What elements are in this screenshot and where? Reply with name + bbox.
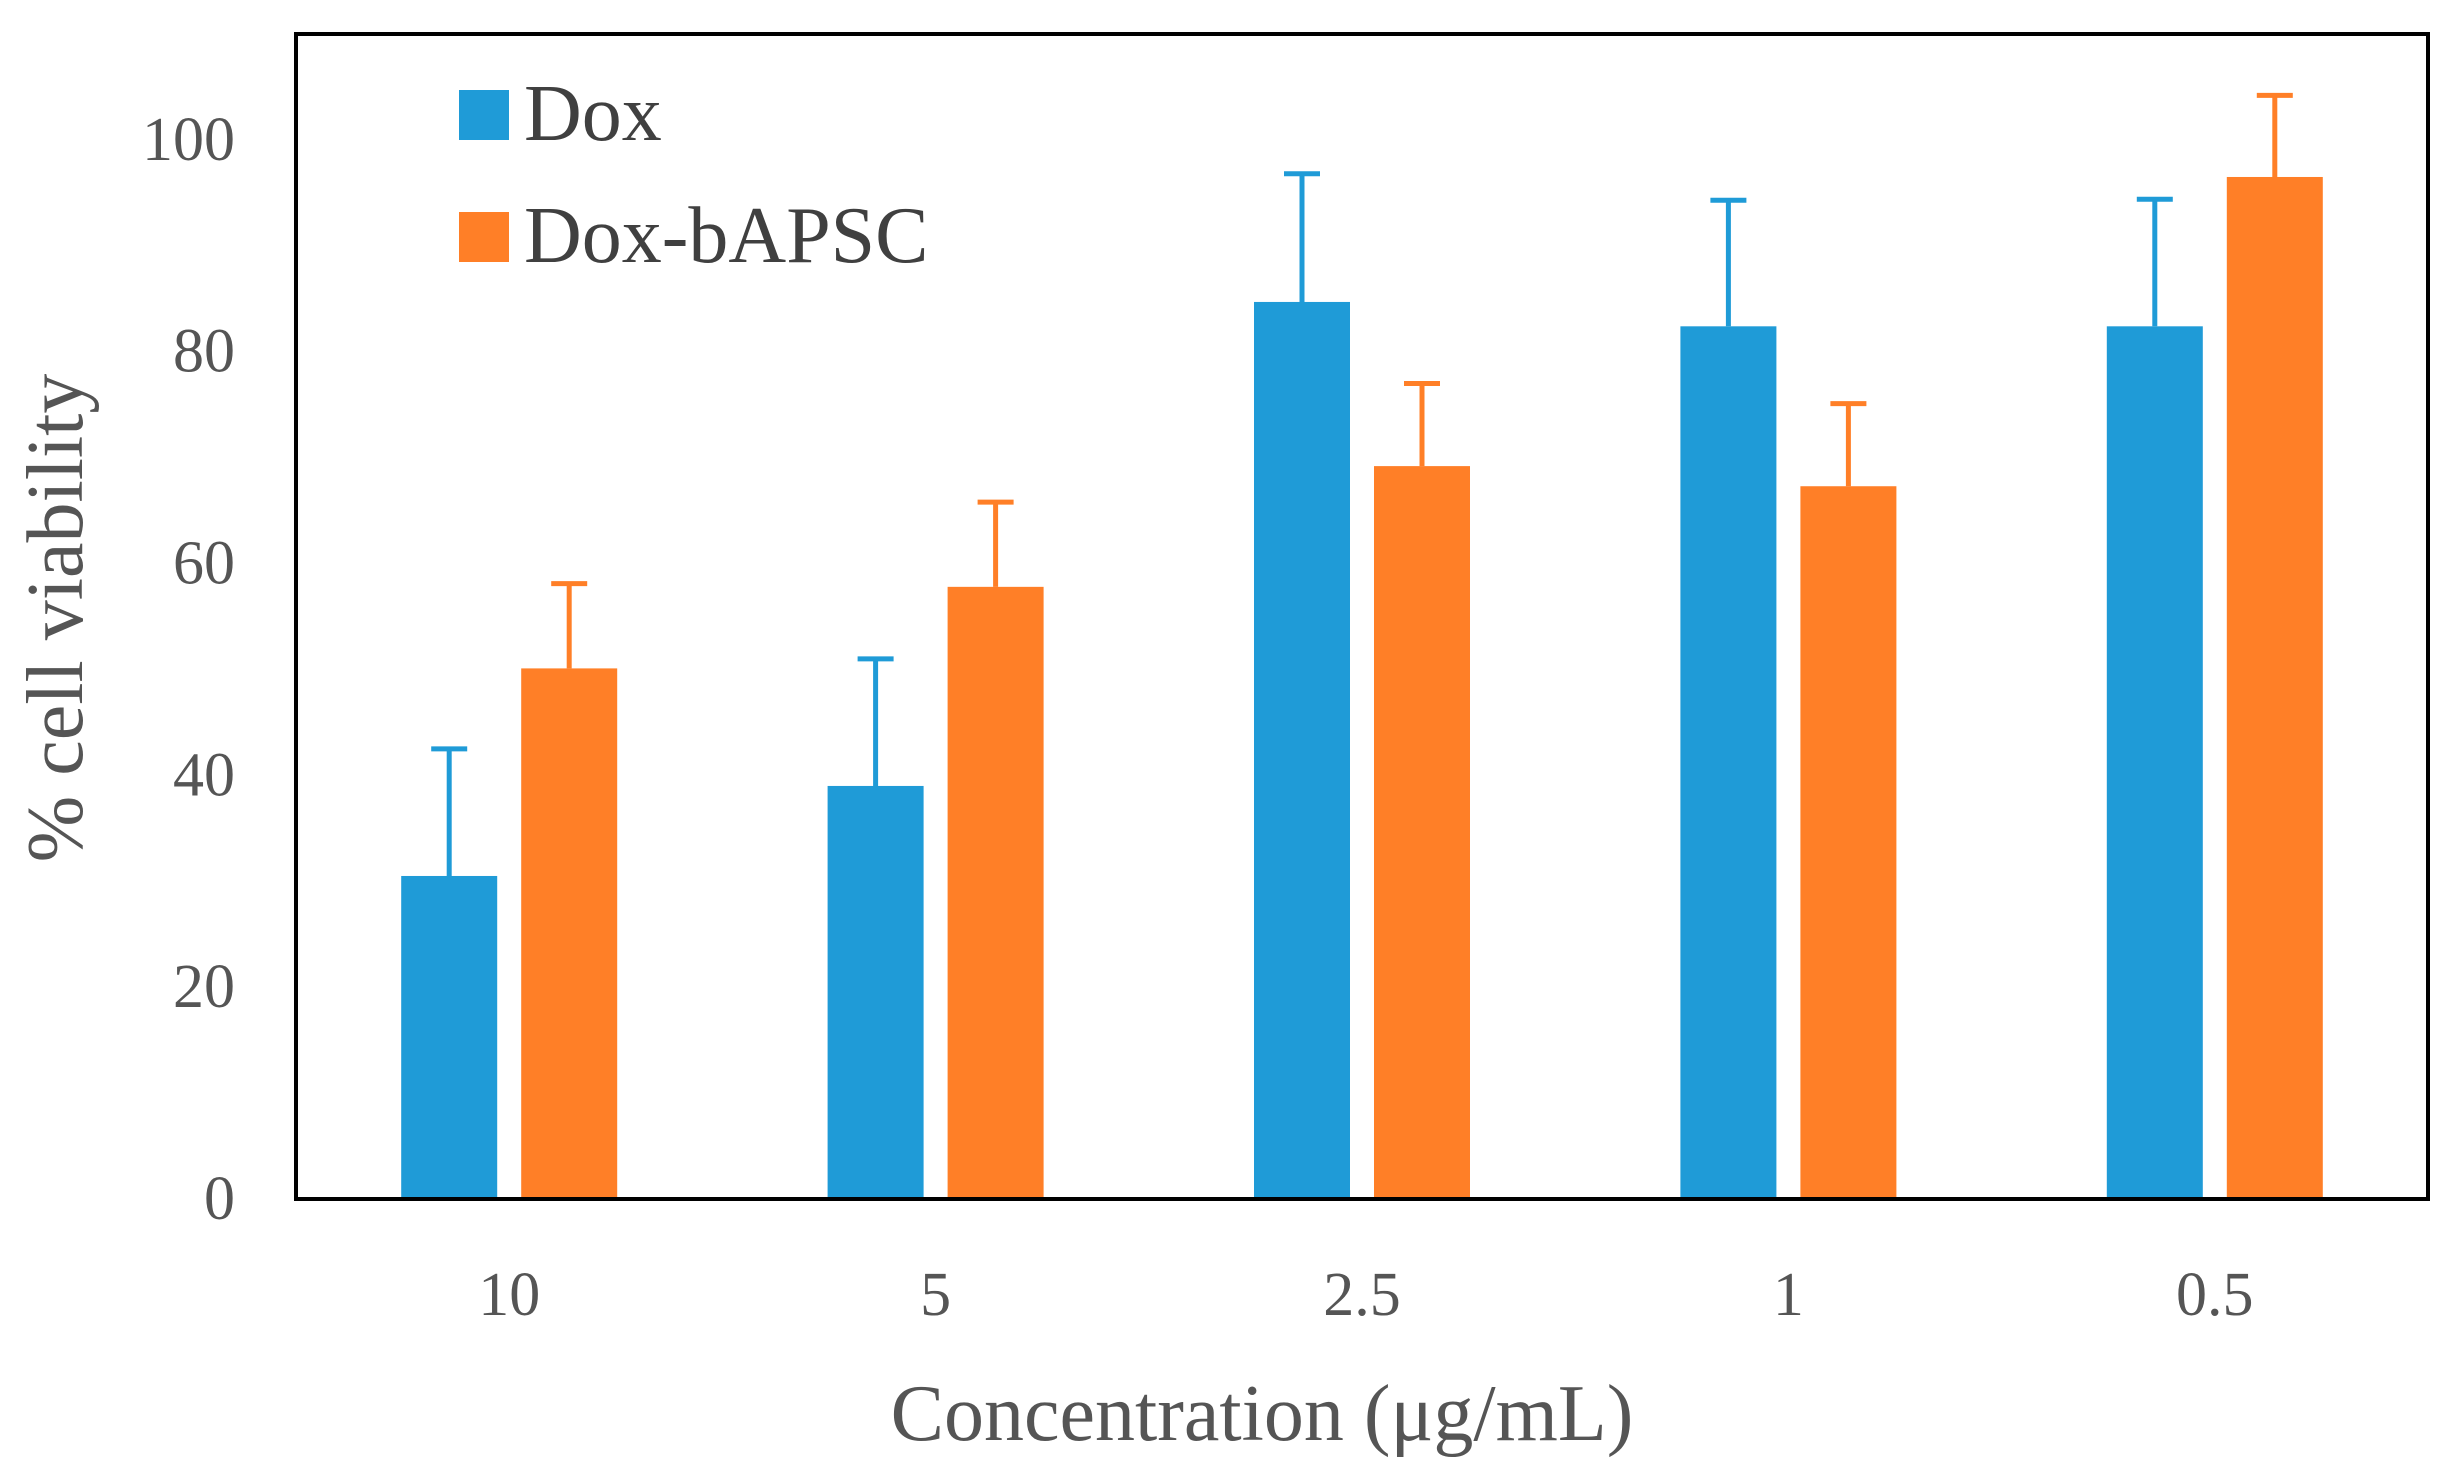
y-axis-title: % cell viability <box>12 374 100 863</box>
bar-dox-bapsc-0_5 <box>2226 176 2323 1199</box>
x-tick-label-2_5: 2.5 <box>1323 1261 1401 1329</box>
legend-swatch-dox <box>459 90 509 140</box>
plot-area-frame <box>294 32 2430 1201</box>
error-bar-dox-10 <box>431 746 468 876</box>
y-axis-ticks: 0 20 40 60 80 100 <box>142 106 235 1233</box>
bar-dox-bapsc-10 <box>521 668 618 1199</box>
x-axis-title: Concentration (μg/mL) <box>891 1370 1634 1458</box>
x-tick-label-10: 10 <box>478 1261 540 1329</box>
error-bar-dox-2_5 <box>1284 171 1320 302</box>
legend: Dox Dox-bAPSC <box>459 70 929 280</box>
bars-layer <box>401 176 2323 1199</box>
error-bar-dox-bapsc-2_5 <box>1404 381 1440 467</box>
error-bar-dox-0_5 <box>2136 196 2173 327</box>
bar-dox-1 <box>1680 326 1777 1199</box>
y-tick-label-0: 0 <box>204 1165 235 1233</box>
x-axis-ticks: 10 5 2.5 1 0.5 <box>478 1261 2253 1329</box>
bar-dox-5 <box>827 785 924 1199</box>
y-tick-label-20: 20 <box>173 953 235 1021</box>
x-tick-label-0_5: 0.5 <box>2176 1261 2254 1329</box>
x-tick-label-1: 1 <box>1773 1261 1804 1329</box>
y-tick-label-60: 60 <box>173 530 235 598</box>
error-bar-dox-bapsc-10 <box>551 581 588 669</box>
error-bar-dox-1 <box>1710 197 1747 327</box>
error-bars-layer <box>431 92 2293 876</box>
y-tick-label-100: 100 <box>142 106 235 174</box>
bar-dox-bapsc-5 <box>947 586 1044 1199</box>
legend-label-dox: Dox <box>524 70 662 158</box>
legend-swatch-dox-bapsc <box>459 212 509 262</box>
error-bar-dox-bapsc-1 <box>1830 401 1867 487</box>
x-tick-label-5: 5 <box>920 1261 951 1329</box>
error-bar-dox-bapsc-0_5 <box>2256 92 2293 177</box>
bar-dox-bapsc-2_5 <box>1374 466 1470 1199</box>
bar-dox-2_5 <box>1254 301 1350 1199</box>
legend-label-dox-bapsc: Dox-bAPSC <box>524 192 929 280</box>
error-bar-dox-5 <box>857 656 894 786</box>
bar-dox-0_5 <box>2106 326 2203 1199</box>
y-tick-label-40: 40 <box>173 741 235 809</box>
error-bar-dox-bapsc-5 <box>977 499 1014 587</box>
y-tick-label-80: 80 <box>173 318 235 386</box>
bar-dox-10 <box>401 875 498 1199</box>
bar-dox-bapsc-1 <box>1800 486 1897 1199</box>
